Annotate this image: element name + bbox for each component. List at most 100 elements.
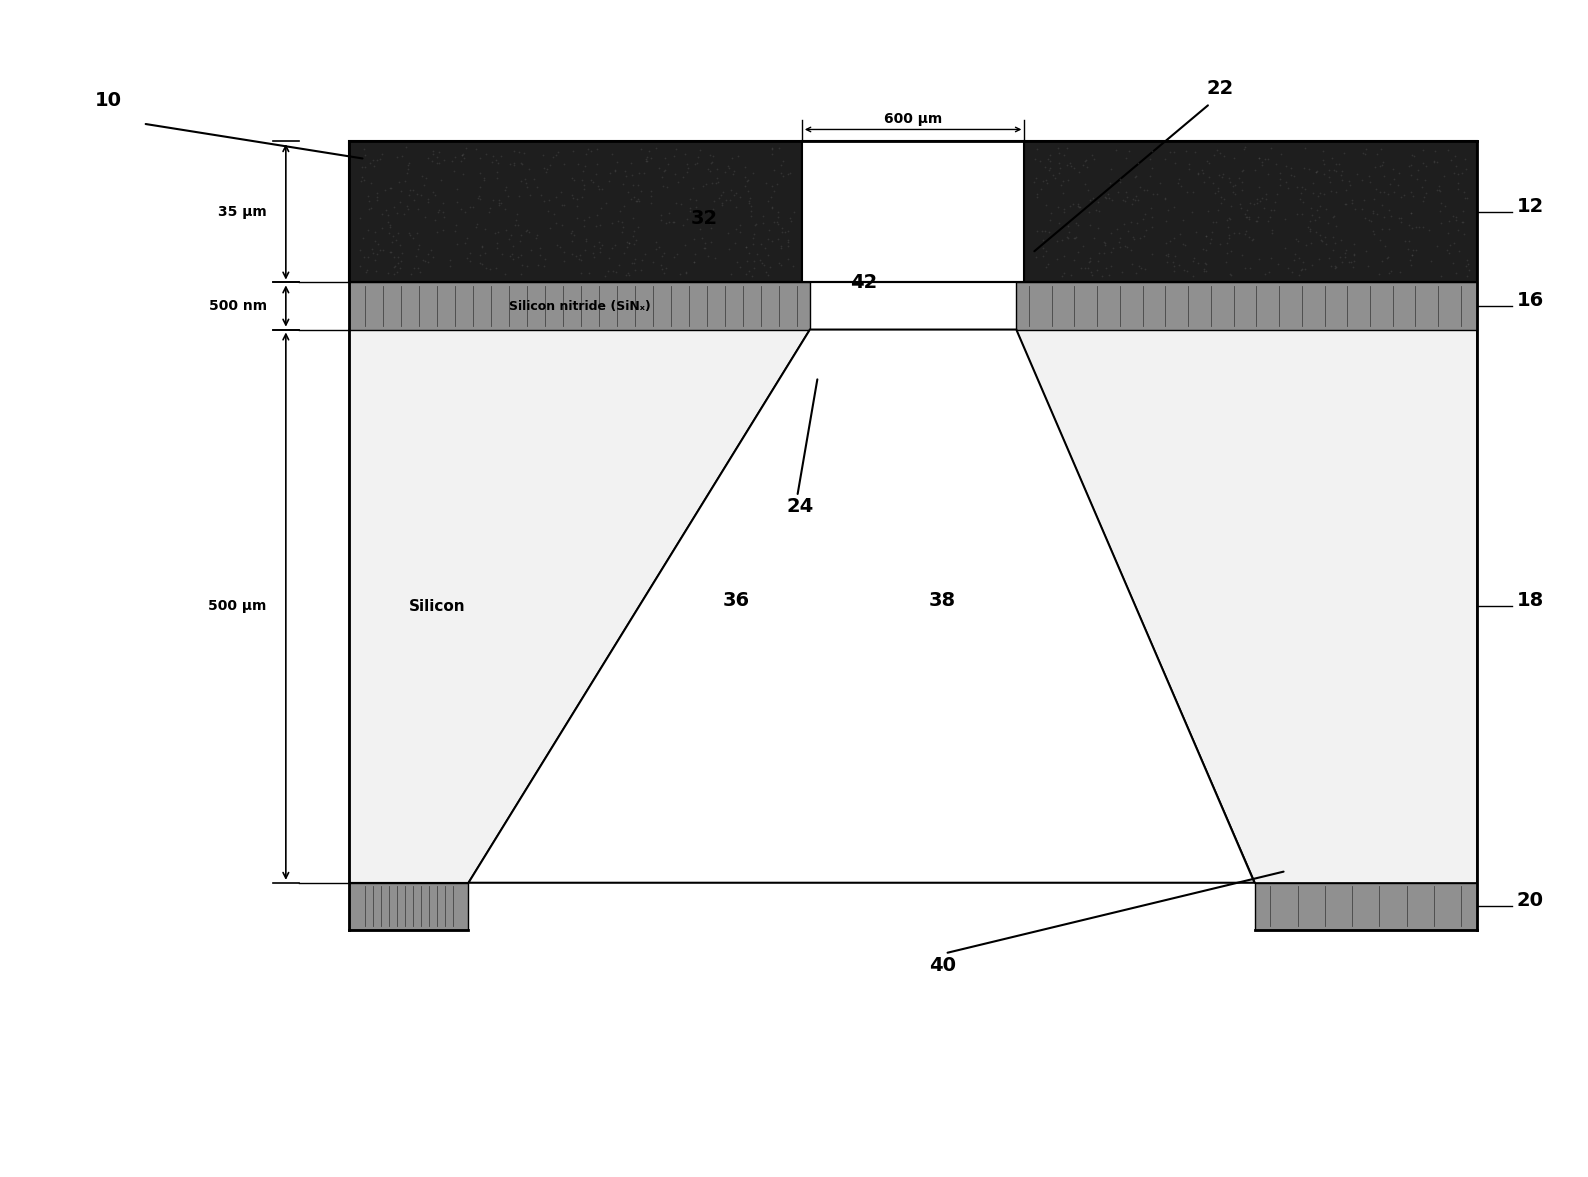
- Point: [670, 167, 696, 186]
- Point: [445, 179, 470, 198]
- Point: [1432, 197, 1458, 215]
- Point: [672, 235, 697, 254]
- Point: [534, 162, 559, 181]
- Point: [567, 246, 592, 265]
- Point: [723, 184, 748, 202]
- Point: [489, 245, 515, 264]
- Point: [1216, 225, 1242, 244]
- Point: [397, 225, 422, 244]
- Point: [510, 255, 535, 274]
- Point: [1297, 221, 1323, 240]
- Point: [1353, 208, 1378, 227]
- Point: [451, 148, 476, 167]
- Point: [1156, 201, 1181, 220]
- Point: [1216, 228, 1242, 247]
- Point: [1072, 259, 1097, 278]
- Point: [421, 145, 446, 164]
- Bar: [349, 141, 802, 282]
- Point: [467, 186, 492, 205]
- Point: [1372, 237, 1397, 255]
- Point: [530, 146, 556, 165]
- Point: [353, 158, 378, 177]
- Polygon shape: [468, 330, 1255, 883]
- Point: [473, 145, 499, 164]
- Point: [378, 242, 403, 261]
- Point: [549, 195, 575, 214]
- Point: [1323, 257, 1348, 275]
- Point: [1229, 198, 1255, 217]
- Point: [1445, 173, 1470, 192]
- Text: 35 μm: 35 μm: [218, 205, 267, 219]
- Point: [464, 139, 489, 158]
- Point: [611, 197, 637, 215]
- Point: [472, 171, 497, 189]
- Point: [1285, 205, 1310, 224]
- Point: [1337, 175, 1363, 194]
- Point: [1259, 248, 1285, 267]
- Point: [1440, 206, 1466, 225]
- Point: [748, 234, 773, 253]
- Point: [1421, 152, 1447, 171]
- Point: [1253, 189, 1278, 208]
- Point: [1207, 165, 1232, 184]
- Point: [424, 154, 449, 173]
- Point: [761, 160, 786, 179]
- Point: [1312, 227, 1337, 246]
- Point: [516, 159, 542, 178]
- Point: [1307, 207, 1332, 226]
- Point: [1453, 149, 1478, 168]
- Point: [694, 174, 719, 193]
- Point: [1323, 258, 1348, 277]
- Point: [769, 237, 794, 255]
- Point: [364, 191, 389, 210]
- Point: [1375, 250, 1401, 268]
- Point: [1340, 193, 1366, 212]
- Point: [376, 215, 402, 234]
- Point: [1139, 218, 1164, 237]
- Point: [702, 250, 727, 268]
- Point: [505, 247, 530, 266]
- Point: [1021, 173, 1046, 192]
- Point: [488, 194, 513, 213]
- Point: [651, 244, 676, 262]
- Point: [1050, 231, 1075, 250]
- Point: [367, 240, 392, 259]
- Point: [1213, 252, 1239, 271]
- Point: [1356, 167, 1382, 186]
- Point: [472, 168, 497, 187]
- Point: [1243, 212, 1269, 231]
- Point: [1367, 182, 1393, 201]
- Point: [697, 146, 723, 165]
- Point: [430, 194, 456, 213]
- Point: [370, 240, 395, 259]
- Point: [621, 175, 646, 194]
- Point: [1232, 138, 1258, 157]
- Point: [1221, 185, 1247, 204]
- Point: [588, 242, 613, 261]
- Point: [389, 181, 414, 200]
- Point: [1323, 182, 1348, 201]
- Point: [1299, 255, 1324, 274]
- Point: [1034, 171, 1059, 189]
- Point: [1048, 175, 1073, 194]
- Point: [1104, 141, 1129, 160]
- Point: [1272, 239, 1297, 258]
- Point: [1058, 153, 1083, 172]
- Point: [1093, 187, 1118, 206]
- Point: [1070, 155, 1096, 174]
- Point: [1216, 208, 1242, 227]
- Point: [505, 205, 530, 224]
- Point: [1426, 180, 1451, 199]
- Point: [665, 173, 691, 192]
- Point: [616, 184, 642, 202]
- Point: [1194, 240, 1220, 259]
- Point: [742, 225, 767, 244]
- Point: [1154, 246, 1180, 265]
- Point: [1196, 201, 1221, 220]
- Point: [1356, 211, 1382, 230]
- Point: [1289, 184, 1315, 202]
- Point: [569, 264, 594, 282]
- Point: [386, 172, 411, 191]
- Point: [1062, 228, 1088, 247]
- Point: [394, 138, 419, 157]
